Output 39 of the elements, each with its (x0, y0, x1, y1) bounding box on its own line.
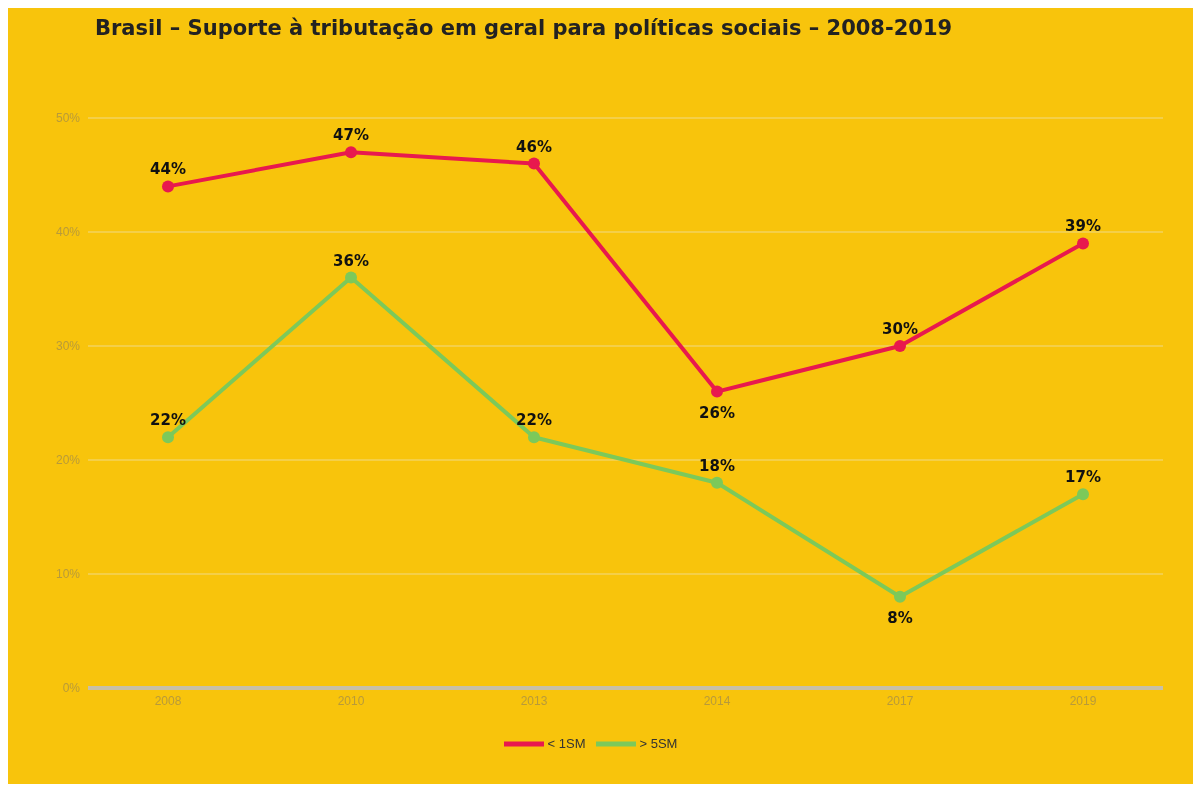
data-label: 44% (150, 160, 186, 179)
point (711, 476, 723, 489)
data-label: 47% (333, 126, 369, 145)
data-label: 36% (333, 251, 369, 270)
data-label: 18% (699, 456, 735, 475)
x-tick-label: 2017 (886, 693, 914, 708)
data-label: 22% (516, 411, 552, 430)
y-tick-label: 0% (62, 681, 81, 696)
data-label: 26% (699, 403, 735, 422)
point (711, 385, 723, 398)
data-label: 46% (516, 137, 552, 156)
data-label: 39% (1065, 217, 1101, 236)
point (528, 157, 540, 170)
x-tick-label: 2014 (703, 693, 731, 708)
point (345, 146, 357, 159)
point (162, 180, 174, 193)
data-label: 22% (150, 411, 186, 430)
y-tick-label: 20% (55, 453, 81, 468)
x-tick-label: 2010 (337, 693, 365, 708)
point (1077, 237, 1089, 250)
point (528, 431, 540, 444)
legend-label: < 1SM (547, 736, 586, 752)
point (345, 271, 357, 284)
x-tick-label: 2019 (1069, 693, 1097, 708)
y-tick-label: 50% (55, 111, 81, 126)
x-tick-label: 2013 (520, 693, 548, 708)
data-label: 17% (1065, 468, 1101, 487)
y-tick-label: 10% (55, 567, 81, 582)
point (1077, 488, 1089, 501)
point (894, 340, 906, 352)
y-tick-label: 40% (55, 225, 81, 240)
data-label: 8% (887, 608, 913, 627)
x-tick-label: 2008 (154, 693, 182, 708)
y-tick-label: 30% (55, 339, 81, 354)
data-label: 30% (882, 320, 918, 338)
legend-label: > 5SM (639, 736, 678, 752)
chart-title: Brasil – Suporte à tributação em geral para políticas sociais – 2008-2019 (95, 16, 953, 40)
point (162, 431, 174, 444)
point (894, 590, 906, 603)
